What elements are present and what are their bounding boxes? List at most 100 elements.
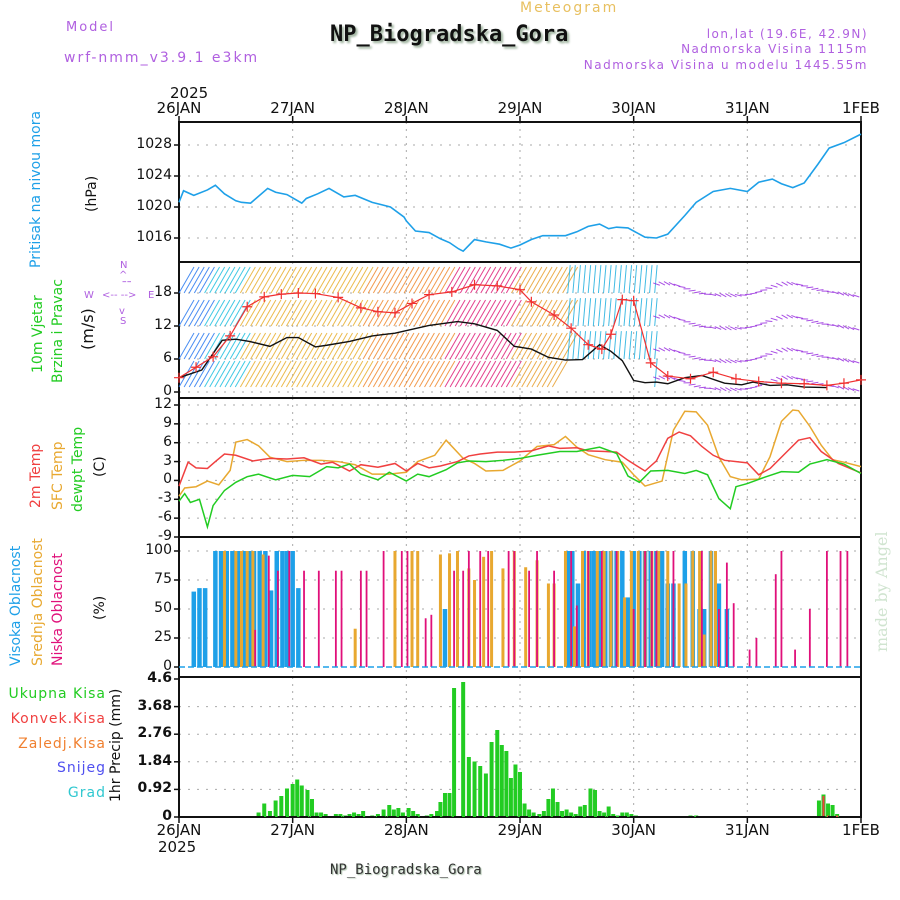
cloud-bar-mid [482,556,486,667]
wind-arrow [434,299,451,327]
cloud-bar-mid [234,551,238,667]
precip-bar-total [256,812,261,817]
wind-gust-marker [389,307,400,318]
wind-arrow [383,360,400,388]
y-tick-label: 0 [162,808,172,824]
wind-arrow [434,266,451,294]
wind-arrow [755,356,763,359]
wind-gust-marker [799,378,810,389]
precip-bar-total [391,809,396,817]
wind-arrow [837,324,845,329]
cloud-bar-low [254,629,257,667]
precip-bar-total [588,788,593,817]
wind-arrow [280,299,297,327]
cloud-bar-low [453,570,455,667]
wind-arrow [239,299,256,327]
precip-bar-total [550,788,555,817]
precip-bar-total [387,805,392,817]
wind-arrow [454,266,471,294]
wind-arrow [725,293,732,298]
wind-arrow [321,266,338,294]
wind-arrow [424,266,440,294]
wind-arrow [403,266,420,294]
wind-arrow [418,332,435,360]
wind-arrow [668,314,676,320]
wind-arrow [204,360,221,388]
model-label: Model [66,20,116,35]
precip-bar-total [411,811,416,817]
precip-bar-total [472,761,477,817]
wind-arrow [311,360,328,388]
wind-arrow [275,360,292,388]
wind-arrow [454,332,471,360]
wind-arrow [490,332,507,360]
wind-arrow [398,360,415,388]
y-tick-label: 75 [154,571,172,587]
cloud-bar-high [241,551,247,667]
wind-arrow [234,360,251,388]
wind-arrow [714,359,722,363]
precip-bar-total [323,814,328,817]
wind-arrow [234,332,251,360]
wind-arrow [786,375,794,380]
wind-arrow [229,360,246,388]
cloud-bar-high [257,551,262,667]
wind-arrow [270,266,287,294]
wind-arrow [592,265,597,294]
wind-arrow [668,375,676,381]
cloud-bar-low [846,551,849,667]
precip-bar-total [593,790,598,817]
wind-arrow [603,265,607,294]
precip-bar-total [400,812,405,817]
wind-arrow [658,375,666,380]
wind-arrow [301,360,318,388]
wind-arrow [693,291,701,294]
precip-bar-total [597,811,602,817]
wind-arrow [587,265,592,294]
y-tick-label: 2.76 [137,725,172,742]
wind-arrow [418,266,435,294]
cloud-bar-mid [702,634,706,667]
wind-arrow [465,266,481,294]
wind-gust-marker [407,298,418,309]
wind-arrow [776,348,783,353]
compass-horizontal-line: <-- --> [102,290,137,301]
wind-arrow [678,379,686,382]
wind-arrow [546,332,563,360]
wind-gust-marker [617,294,628,305]
wind-gust-marker [424,289,435,300]
precip-bar-total [606,806,611,817]
y-tick-label: 100 [145,542,172,558]
cloud-bar-mid [416,551,420,667]
wind-arrow [842,358,850,363]
wind-arrow [372,299,389,327]
wind-arrow [326,299,343,327]
legend-snow: Snijeg [56,760,106,776]
wind-arrow [597,298,602,327]
compass-west: W [84,290,94,301]
wind-arrow [372,360,389,388]
precip-bar-total [620,812,625,817]
precip-bar-total [513,764,518,817]
wind-arrow [770,284,778,288]
precip-bar-total [499,745,504,817]
cloud-bar-mid [609,551,613,667]
wind-arrow [393,266,410,294]
wind-arrow [362,266,379,294]
precip-bar-total [447,793,452,817]
wind-arrow [424,360,440,388]
wind-arrow [285,360,302,388]
wind-arrow [388,266,405,294]
wind-arrow [214,299,231,327]
precip-bar-total [531,812,536,817]
wind-arrow [725,387,732,392]
cloud-bar-mid [677,583,681,667]
wind-arrow [265,266,282,294]
wind-arrow [658,314,666,319]
wind-arrow [709,293,717,297]
year-label-bottom: 2025 [158,838,197,856]
wind-arrow [832,324,840,328]
y-tick-label: 0 [163,658,172,674]
wind-arrow [628,298,633,327]
wind-arrow [393,332,410,360]
